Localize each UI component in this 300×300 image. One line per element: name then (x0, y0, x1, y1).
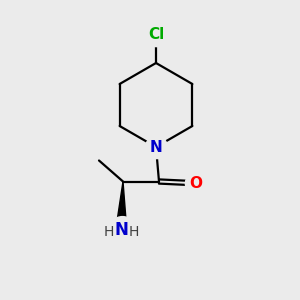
Polygon shape (117, 182, 126, 224)
Text: H: H (129, 226, 139, 239)
Text: N: N (150, 140, 162, 154)
Text: Cl: Cl (148, 27, 164, 42)
Text: O: O (189, 176, 203, 190)
Text: H: H (104, 226, 114, 239)
Text: N: N (115, 221, 128, 239)
